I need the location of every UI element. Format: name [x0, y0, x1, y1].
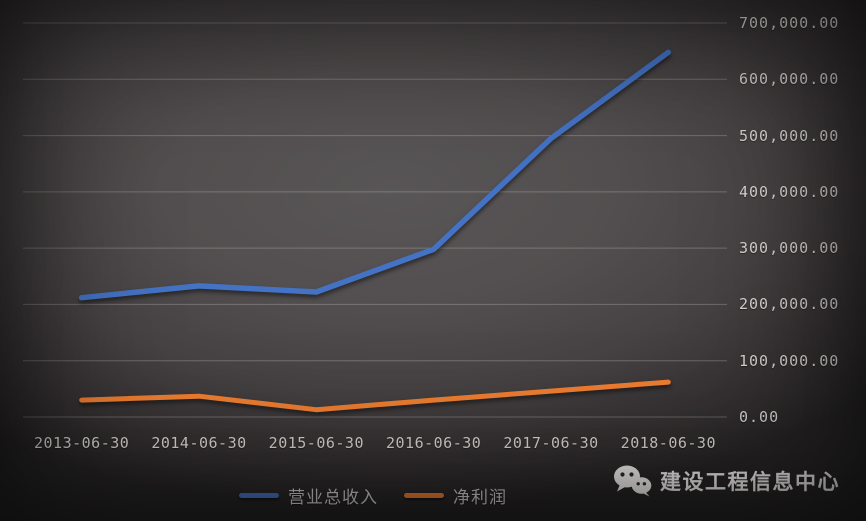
gridlines	[23, 22, 727, 418]
y-tick-label: 700,000.00	[739, 14, 840, 32]
series-lines	[78, 49, 672, 413]
y-tick-label: 500,000.00	[739, 126, 840, 145]
x-tick-label: 2015-06-30	[268, 434, 364, 452]
y-tick-label: 200,000.00	[739, 295, 840, 314]
x-tick-label: 2018-06-30	[620, 434, 716, 452]
legend-item-revenue: 营业总收入	[239, 483, 378, 508]
profit-line	[79, 379, 671, 413]
y-tick-label: 0.00	[739, 408, 780, 426]
legend-item-profit: 净利润	[404, 483, 507, 508]
y-tick-label: 400,000.00	[739, 182, 840, 201]
profit-line-swatch	[404, 492, 444, 498]
x-tick-label: 2013-06-30	[34, 434, 130, 452]
y-tick-label: 600,000.00	[739, 70, 840, 89]
y-tick-label: 300,000.00	[739, 239, 840, 258]
x-tick-label: 2016-06-30	[386, 434, 482, 452]
x-tick-label: 2017-06-30	[503, 434, 599, 452]
wechat-icon	[614, 465, 652, 497]
chart-legend: 营业总收入 净利润	[0, 482, 746, 508]
y-tick-label: 100,000.00	[739, 351, 840, 370]
legend-label-profit: 净利润	[453, 487, 507, 507]
watermark-text: 建设工程信息中心	[660, 471, 840, 494]
watermark: 建设工程信息中心	[613, 464, 840, 498]
revenue-line-swatch	[239, 492, 279, 498]
legend-label-revenue: 营业总收入	[288, 487, 378, 507]
x-tick-label: 2014-06-30	[151, 434, 247, 452]
revenue-line	[78, 49, 672, 301]
